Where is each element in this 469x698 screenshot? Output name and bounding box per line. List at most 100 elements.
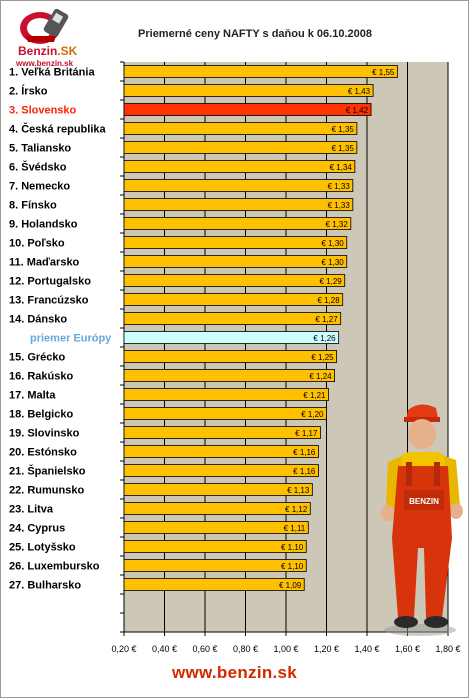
bar — [123, 141, 358, 154]
bar-value-label: € 1,30 — [322, 258, 345, 267]
bar-value-label: € 1,20 — [301, 410, 324, 419]
bar-value-label: € 1,35 — [332, 125, 355, 134]
category-label: 17. Malta — [9, 390, 56, 402]
bar — [123, 274, 346, 287]
bar-value-label: € 1,32 — [326, 220, 349, 229]
category-label: 4. Česká republika — [9, 123, 106, 136]
category-label: 13. Francúzsko — [9, 295, 89, 307]
category-label: 21. Španielsko — [9, 465, 86, 478]
bar — [123, 103, 372, 116]
category-label: 27. Bulharsko — [9, 580, 81, 592]
bar — [123, 369, 336, 382]
x-tick-label: 1,80 € — [435, 644, 460, 654]
bar — [123, 559, 307, 572]
bar-value-label: € 1,10 — [281, 562, 304, 571]
category-label: 3. Slovensko — [9, 105, 77, 117]
x-tick-label: 1,60 € — [395, 644, 420, 654]
x-tick-label: 1,20 € — [314, 644, 339, 654]
bar-value-label: € 1,25 — [311, 353, 334, 362]
bar — [123, 388, 329, 401]
bar — [123, 179, 354, 192]
bar — [123, 331, 340, 344]
bar-value-label: € 1,33 — [328, 182, 351, 191]
category-label: 2. Írsko — [9, 85, 48, 98]
bar — [123, 198, 354, 211]
bar — [123, 540, 307, 553]
bar — [123, 445, 319, 458]
category-label: 23. Litva — [9, 504, 54, 516]
bar-value-label: € 1,26 — [313, 334, 336, 343]
chart-title: Priemerné ceny NAFTY s daňou k 06.10.200… — [138, 28, 372, 40]
logo-brand: Benzin.SK — [18, 44, 78, 58]
category-label: 7. Nemecko — [9, 181, 70, 193]
bar — [123, 312, 342, 325]
bar-value-label: € 1,12 — [285, 505, 308, 514]
bar-value-label: € 1,43 — [348, 87, 371, 96]
footer-url: www.benzin.sk — [171, 663, 298, 682]
bar — [123, 502, 311, 515]
category-label: 8. Fínsko — [9, 200, 57, 212]
category-label: 12. Portugalsko — [9, 276, 91, 288]
bar-value-label: € 1,24 — [309, 372, 332, 381]
bar-value-label: € 1,42 — [346, 106, 369, 115]
bar — [123, 236, 348, 249]
bar — [123, 217, 352, 230]
category-label: 15. Grécko — [9, 352, 66, 364]
x-tick-label: 0,40 € — [152, 644, 177, 654]
bar — [123, 255, 348, 268]
bar — [123, 350, 338, 363]
category-label: 14. Dánsko — [9, 314, 67, 326]
bar — [123, 426, 321, 439]
bar-value-label: € 1,28 — [317, 296, 340, 305]
x-tick-label: 0,60 € — [192, 644, 217, 654]
bar-value-label: € 1,11 — [284, 524, 306, 533]
bar-value-label: € 1,35 — [332, 144, 355, 153]
category-label: 25. Lotyšsko — [9, 542, 76, 554]
mascot-image: BENZIN — [370, 398, 469, 638]
bar-value-label: € 1,17 — [295, 429, 318, 438]
bar — [123, 407, 327, 420]
category-label: 20. Estónsko — [9, 447, 77, 459]
bar-value-label: € 1,10 — [281, 543, 304, 552]
category-label: 26. Luxembursko — [9, 561, 100, 573]
bar — [123, 293, 344, 306]
bar-value-label: € 1,16 — [293, 448, 316, 457]
logo-icon — [20, 8, 69, 44]
category-label: 9. Holandsko — [9, 219, 78, 231]
x-tick-label: 0,20 € — [111, 644, 136, 654]
category-label: 24. Cyprus — [9, 523, 65, 535]
category-label: priemer Európy — [30, 333, 112, 345]
bar — [123, 464, 319, 477]
x-tick-label: 1,40 € — [354, 644, 379, 654]
category-label: 19. Slovinsko — [9, 428, 80, 440]
bar-value-label: € 1,21 — [303, 391, 326, 400]
x-tick-label: 1,00 € — [273, 644, 298, 654]
bar-value-label: € 1,30 — [322, 239, 345, 248]
bar — [123, 65, 398, 78]
category-label: 1. Veľká Británia — [9, 67, 95, 79]
bar — [123, 84, 374, 97]
benzin-logo: Benzin.SK www.benzin.sk — [4, 6, 84, 68]
bar-value-label: € 1,13 — [287, 486, 310, 495]
svg-text:BENZIN: BENZIN — [409, 497, 439, 506]
category-label: 16. Rakúsko — [9, 371, 73, 383]
category-label: 11. Maďarsko — [9, 257, 80, 269]
x-tick-label: 0,80 € — [233, 644, 258, 654]
category-label: 18. Belgicko — [9, 409, 73, 421]
bar-value-label: € 1,09 — [279, 581, 302, 590]
bar-value-label: € 1,16 — [293, 467, 316, 476]
bar — [123, 483, 313, 496]
category-label: 5. Taliansko — [9, 143, 71, 155]
logo-url: www.benzin.sk — [16, 59, 74, 68]
bar — [123, 122, 358, 135]
bar — [123, 578, 305, 591]
bar-value-label: € 1,55 — [372, 68, 395, 77]
bar-value-label: € 1,33 — [328, 201, 351, 210]
bar-value-label: € 1,34 — [330, 163, 353, 172]
category-label: 22. Rumunsko — [9, 485, 84, 497]
category-label: 10. Poľsko — [9, 238, 65, 250]
bar — [123, 160, 356, 173]
category-label: 6. Švédsko — [9, 161, 67, 174]
bar — [123, 521, 309, 534]
